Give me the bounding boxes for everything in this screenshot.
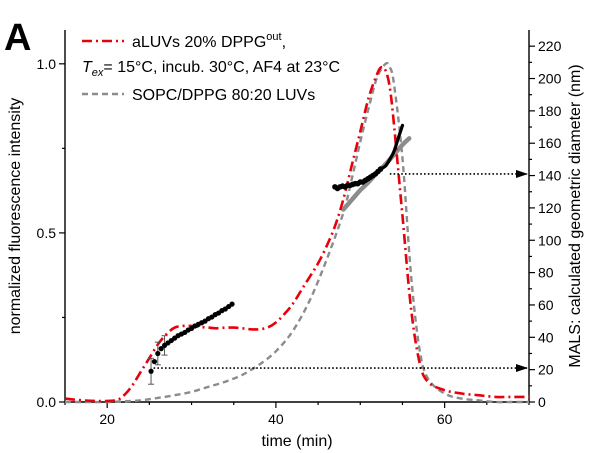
arrow-layer: [153, 169, 528, 373]
series-layer: [64, 61, 529, 404]
mals-point: [151, 358, 158, 365]
y-left-tick-label: 1.0: [37, 56, 57, 72]
marker-layer: [148, 123, 405, 385]
y-right-tick-label: 100: [538, 232, 562, 248]
legend-aluvs-name: aLUVs 20% DPPG: [132, 34, 266, 51]
left-axis-title: normalized fluorescence intensity: [7, 98, 24, 335]
x-axis-title: time (min): [261, 433, 332, 450]
y-right-tick-label: 80: [538, 265, 554, 281]
mals-point: [155, 350, 161, 357]
legend-aluvs-superscript: out: [266, 31, 281, 43]
y-right-tick-label: 140: [538, 168, 562, 184]
series-aluvs-line: [64, 65, 529, 403]
ticks-layer: 20 40 60 0.0 0.5 1.0 0 20 40 60 80 100 120 140 160 180 2…: [37, 38, 562, 427]
y-right-tick-label: 180: [538, 103, 562, 119]
y-right-tick-label: 60: [538, 297, 554, 313]
mals-curve: [378, 123, 405, 171]
y-right-tick-label: 200: [538, 71, 562, 87]
y-right-tick-label: 220: [538, 38, 562, 54]
y-right-tick-label: 120: [538, 200, 562, 216]
y-right-tick-label: 0: [538, 394, 546, 410]
x-tick-label: 20: [99, 411, 115, 427]
y-right-tick-label: 160: [538, 135, 562, 151]
y-left-tick-label: 0.5: [37, 225, 57, 241]
x-tick-label: 60: [437, 411, 453, 427]
legend-aluvs-label: aLUVs 20% DPPGout,: [132, 31, 286, 51]
y-right-tick-label: 40: [538, 329, 554, 345]
legend-sopc-label: SOPC/DPPG 80:20 LUVs: [132, 87, 315, 104]
y-right-tick-label: 20: [538, 362, 554, 378]
legend-tex-main: T: [82, 59, 93, 76]
legend-tex-line: Tex= 15°C, incub. 30°C, AF4 at 23°C: [82, 59, 340, 79]
legend-tex-sub: ex: [92, 67, 104, 79]
right-axis-title: MALS: calculated geometric diameter (nm): [567, 64, 584, 367]
series-sopc-line: [65, 61, 529, 404]
y-left-tick-label: 0.0: [37, 394, 57, 410]
mals-point: [158, 346, 164, 352]
legend-tex-rest: = 15°C, incub. 30°C, AF4 at 23°C: [103, 59, 340, 76]
mals-point: [229, 301, 235, 307]
mals-point: [148, 368, 154, 374]
legend: aLUVs 20% DPPGout, Tex= 15°C, incub. 30°…: [82, 31, 340, 104]
panel-label: A: [4, 17, 31, 59]
legend-aluvs-suffix: ,: [282, 34, 286, 51]
x-tick-label: 40: [268, 411, 284, 427]
